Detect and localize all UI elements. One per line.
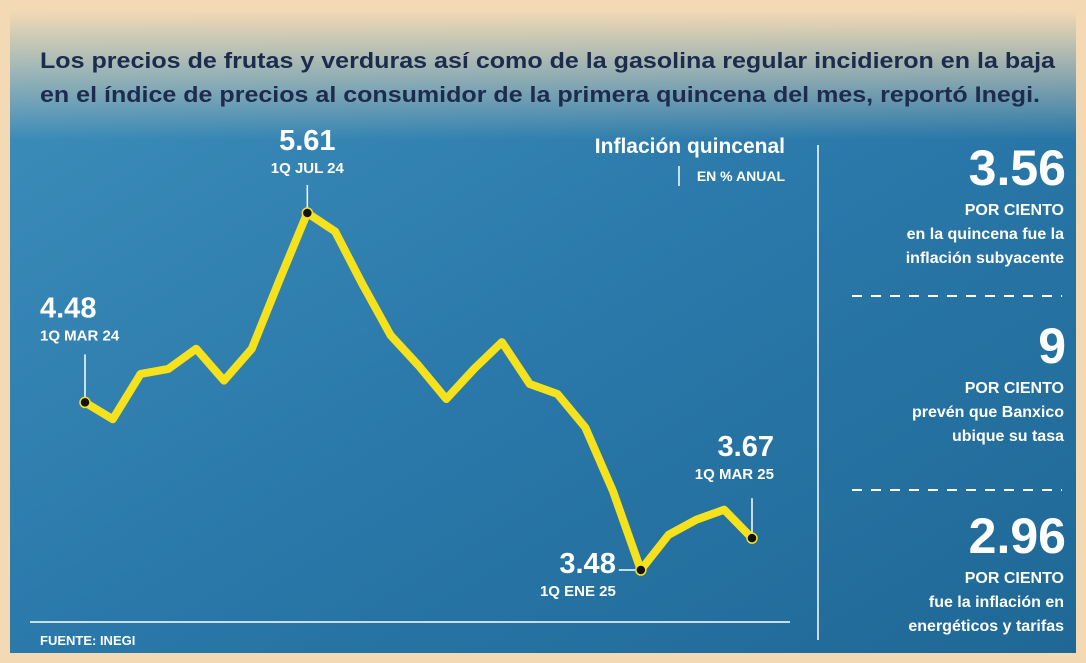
chart-title: Inflación quincenal xyxy=(595,135,785,158)
stat-text: fue la inflación en xyxy=(929,594,1064,611)
frame xyxy=(0,0,1086,10)
data-point xyxy=(747,533,757,543)
stat-unit: POR CIENTO xyxy=(965,202,1064,219)
stat-value: 3.56 xyxy=(969,140,1066,196)
title-line: Los precios de frutas y verduras así com… xyxy=(40,48,1056,73)
subtitle: EN % ANUAL xyxy=(697,168,786,184)
value-label: 3.48 xyxy=(559,548,615,580)
value-label: 4.48 xyxy=(40,292,96,324)
x-tick-label: 1Q JUL 24 xyxy=(271,160,345,177)
page: {"chart_data": { "type": "line", "title"… xyxy=(0,0,1086,663)
data-point xyxy=(80,397,90,407)
stat-text: en la quincena fue la xyxy=(907,226,1064,243)
data-point xyxy=(636,565,646,575)
stat-text: energéticos y tarifas xyxy=(908,618,1064,635)
x-tick-label: 1Q MAR 24 xyxy=(40,327,120,344)
value-label: 3.67 xyxy=(718,431,774,463)
value-label: 5.61 xyxy=(279,125,335,157)
stat-text: prevén que Banxico xyxy=(912,404,1064,421)
stat-value: 9 xyxy=(1038,318,1066,374)
stat-unit: POR CIENTO xyxy=(965,380,1064,397)
stat-value: 2.96 xyxy=(969,508,1066,564)
title-line: en el índice de precios al consumidor de… xyxy=(40,82,1040,107)
stat-text: inflación subyacente xyxy=(906,250,1064,267)
stat-unit: POR CIENTO xyxy=(965,570,1064,587)
x-tick-label: 1Q ENE 25 xyxy=(540,583,616,600)
source: FUENTE: INEGI xyxy=(40,633,135,648)
x-tick-label: 1Q MAR 25 xyxy=(695,466,774,483)
title-fade xyxy=(10,10,1076,140)
chart: Los precios de frutas y verduras así com… xyxy=(0,0,1086,663)
data-point xyxy=(302,208,312,218)
stat-text: ubique su tasa xyxy=(952,428,1064,445)
